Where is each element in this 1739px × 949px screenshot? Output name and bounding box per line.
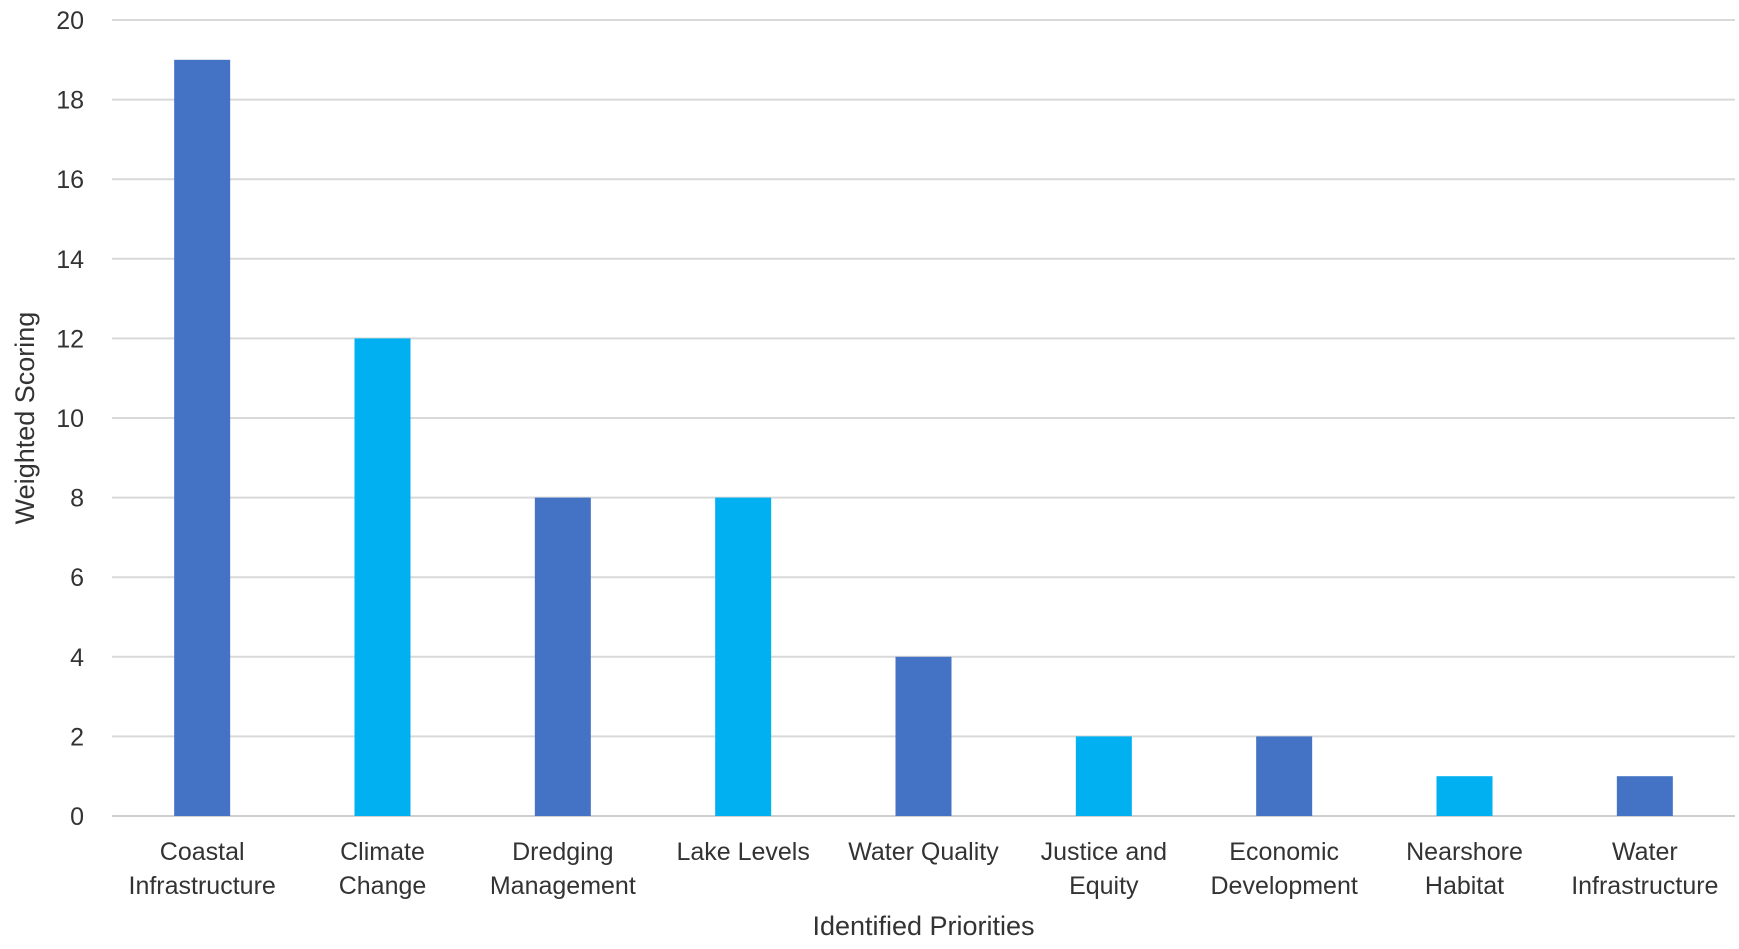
x-axis-title: Identified Priorities	[812, 911, 1034, 941]
x-category-label: Lake Levels	[676, 838, 809, 866]
y-tick-label: 16	[56, 166, 84, 194]
y-axis-ticks: 0 2 4 6 8 10 12 14 16 18 20	[56, 7, 84, 831]
x-category-label: Justice and Equity	[1041, 838, 1167, 900]
y-tick-label: 18	[56, 87, 84, 115]
y-tick-label: 12	[56, 325, 84, 353]
x-category-label: Nearshore Habitat	[1406, 838, 1523, 900]
bar	[895, 656, 952, 816]
bar	[354, 338, 411, 816]
bar	[174, 59, 231, 817]
y-tick-label: 2	[70, 723, 84, 751]
bar	[1616, 776, 1673, 816]
bars	[174, 59, 1673, 817]
x-category-label: Dredging Management	[490, 838, 636, 900]
bar	[1075, 736, 1132, 816]
y-tick-label: 4	[70, 644, 84, 672]
x-category-label: Climate Change	[339, 838, 427, 900]
y-tick-label: 0	[70, 803, 84, 831]
bar	[1436, 776, 1493, 816]
x-category-label: Water Infrastructure	[1571, 838, 1718, 900]
y-axis-title: Weighted Scoring	[10, 312, 40, 525]
bar	[1256, 736, 1313, 816]
y-tick-label: 10	[56, 405, 84, 433]
y-tick-label: 6	[70, 564, 84, 592]
x-category-label: Economic Development	[1211, 838, 1358, 900]
y-tick-label: 14	[56, 246, 84, 274]
y-tick-label: 8	[70, 485, 84, 513]
x-category-label: Coastal Infrastructure	[129, 838, 276, 900]
bar	[715, 497, 772, 816]
x-category-label: Water Quality	[848, 838, 999, 866]
bar	[534, 497, 591, 816]
y-tick-label: 20	[56, 7, 84, 35]
x-axis-categories: Coastal Infrastructure Climate Change Dredgi…	[129, 838, 1719, 900]
